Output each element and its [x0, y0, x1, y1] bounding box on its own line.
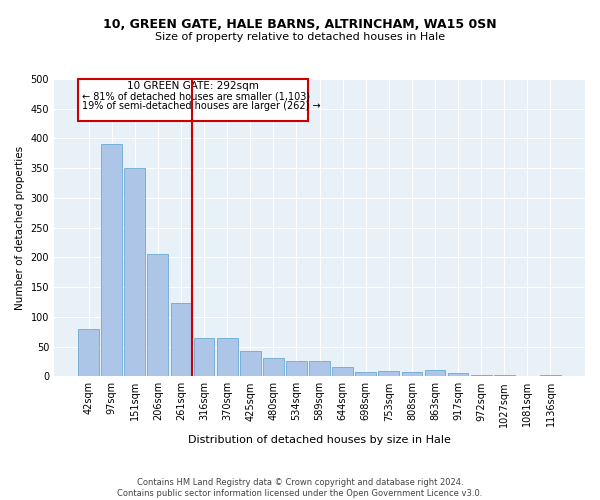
Bar	[217, 338, 238, 376]
X-axis label: Distribution of detached houses by size in Hale: Distribution of detached houses by size …	[188, 435, 451, 445]
Bar	[494, 375, 515, 376]
Bar	[101, 144, 122, 376]
Bar	[78, 328, 99, 376]
Text: 10, GREEN GATE, HALE BARNS, ALTRINCHAM, WA15 0SN: 10, GREEN GATE, HALE BARNS, ALTRINCHAM, …	[103, 18, 497, 30]
Bar	[309, 362, 330, 376]
Text: 19% of semi-detached houses are larger (262) →: 19% of semi-detached houses are larger (…	[82, 101, 320, 111]
Bar	[263, 358, 284, 376]
Bar	[355, 372, 376, 376]
Bar	[194, 338, 214, 376]
Bar	[286, 362, 307, 376]
Bar	[425, 370, 445, 376]
Text: Contains HM Land Registry data © Crown copyright and database right 2024.
Contai: Contains HM Land Registry data © Crown c…	[118, 478, 482, 498]
Bar	[448, 374, 469, 376]
Text: Size of property relative to detached houses in Hale: Size of property relative to detached ho…	[155, 32, 445, 42]
Bar	[379, 371, 399, 376]
FancyBboxPatch shape	[78, 79, 308, 120]
Text: 10 GREEN GATE: 292sqm: 10 GREEN GATE: 292sqm	[127, 81, 259, 91]
Bar	[148, 254, 168, 376]
Text: ← 81% of detached houses are smaller (1,103): ← 81% of detached houses are smaller (1,…	[82, 91, 310, 101]
Y-axis label: Number of detached properties: Number of detached properties	[15, 146, 25, 310]
Bar	[332, 368, 353, 376]
Bar	[124, 168, 145, 376]
Bar	[170, 303, 191, 376]
Bar	[471, 375, 491, 376]
Bar	[240, 350, 260, 376]
Bar	[401, 372, 422, 376]
Bar	[540, 375, 561, 376]
